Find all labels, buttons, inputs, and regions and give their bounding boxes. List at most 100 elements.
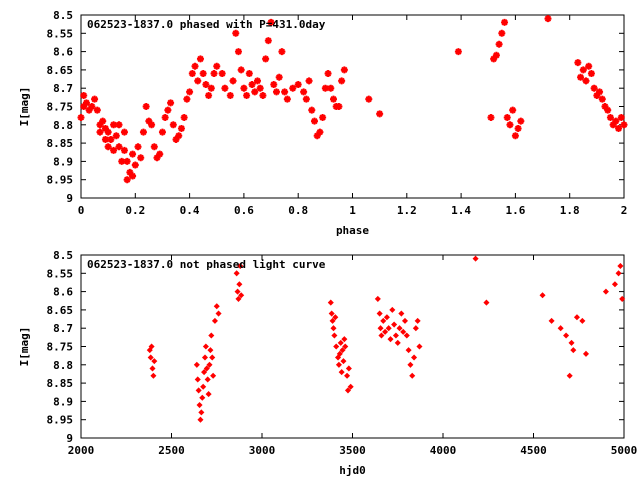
data-point (376, 110, 384, 118)
data-point (403, 332, 410, 339)
data-point (398, 310, 405, 317)
data-point (200, 383, 207, 390)
y-tick-label: 8.85 (47, 377, 74, 390)
data-point (91, 95, 99, 103)
data-point (186, 88, 194, 96)
data-point (313, 132, 321, 140)
data-point (201, 369, 208, 376)
data-point (338, 369, 345, 376)
data-point (495, 40, 503, 48)
data-point (374, 295, 381, 302)
data-point (382, 328, 389, 335)
y-tick-label: 8.5 (53, 249, 73, 262)
data-point (509, 106, 517, 114)
x-axis-title: phase (336, 224, 369, 237)
x-tick-label: 2000 (68, 444, 95, 457)
data-point (213, 303, 220, 310)
data-point (609, 121, 617, 129)
data-point (240, 84, 248, 92)
data-point (283, 95, 291, 103)
data-point (336, 350, 343, 357)
x-tick-label: 4500 (520, 444, 547, 457)
data-point (574, 59, 582, 67)
data-point (177, 124, 185, 132)
x-tick-label: 1.2 (397, 204, 417, 217)
data-point (221, 84, 229, 92)
data-point (383, 314, 390, 321)
plot-title: 062523-1837.0 not phased light curve (87, 258, 326, 271)
data-point (577, 73, 585, 81)
data-point (338, 77, 346, 85)
x-tick-label: 5000 (611, 444, 638, 457)
data-point (259, 92, 267, 100)
data-point (139, 128, 147, 136)
data-point (270, 81, 278, 89)
data-point (149, 365, 156, 372)
data-point (602, 288, 609, 295)
data-point (376, 310, 383, 317)
data-point (202, 343, 209, 350)
data-point (120, 128, 128, 136)
data-point (454, 48, 462, 56)
data-point (412, 325, 419, 332)
data-point (131, 161, 139, 169)
data-point (194, 376, 201, 383)
x-tick-label: 0.6 (234, 204, 254, 217)
data-point (115, 121, 123, 129)
x-tick-label: 3000 (249, 444, 276, 457)
x-tick-label: 2 (621, 204, 628, 217)
y-tick-label: 8.7 (53, 82, 73, 95)
data-point (365, 95, 373, 103)
data-point (107, 135, 115, 143)
data-point (272, 88, 280, 96)
data-point (380, 317, 387, 324)
data-point (377, 325, 384, 332)
data-point (345, 365, 352, 372)
data-point (333, 343, 340, 350)
data-point (161, 113, 169, 121)
data-point (243, 92, 251, 100)
data-point (490, 55, 498, 63)
data-point (321, 84, 329, 92)
data-point (416, 343, 423, 350)
x-tick-label: 3500 (339, 444, 366, 457)
data-point (237, 66, 245, 74)
x-tick-label: 0.8 (288, 204, 308, 217)
data-point (563, 332, 570, 339)
data-point (207, 84, 215, 92)
data-point (137, 154, 145, 162)
data-point (210, 372, 217, 379)
data-point (183, 95, 191, 103)
data-point (332, 314, 339, 321)
data-point (319, 113, 327, 121)
data-point (281, 88, 289, 96)
data-point (142, 103, 150, 110)
data-point (96, 121, 104, 129)
y-tick-label: 8.9 (53, 395, 73, 408)
y-tick-label: 8.8 (53, 359, 73, 372)
data-point (218, 70, 226, 78)
data-point (201, 354, 209, 361)
data-point (378, 332, 385, 339)
data-point (151, 358, 158, 365)
data-point (85, 106, 93, 114)
data-point (548, 317, 555, 324)
data-point (327, 84, 335, 92)
plot-frame (80, 14, 625, 199)
data-point (262, 55, 270, 63)
data-point (483, 299, 490, 306)
data-point (123, 176, 131, 184)
x-tick-label: 1.6 (505, 204, 525, 217)
data-point (232, 29, 240, 37)
data-point (329, 95, 337, 103)
data-point (188, 70, 196, 78)
data-point (101, 124, 109, 132)
data-point (245, 70, 253, 78)
x-tick-label: 4000 (430, 444, 457, 457)
y-tick-label: 8.65 (47, 64, 74, 77)
data-point (80, 103, 88, 110)
x-tick-label: 0.4 (180, 204, 200, 217)
data-point (208, 332, 215, 339)
data-point (233, 270, 240, 277)
